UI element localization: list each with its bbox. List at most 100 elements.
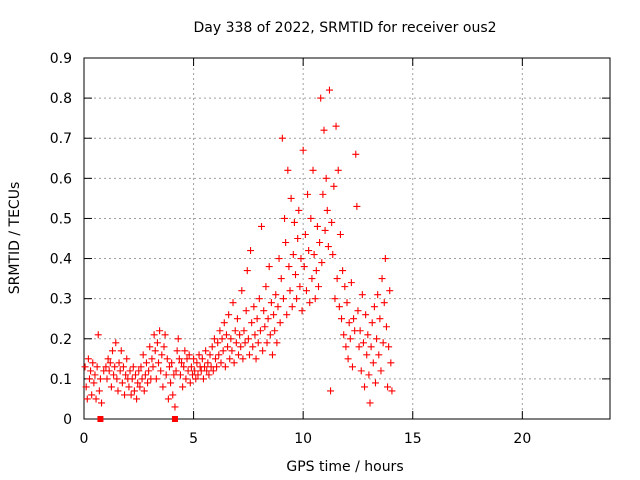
- data-point: [113, 375, 121, 383]
- data-point: [336, 230, 344, 238]
- data-point: [382, 323, 390, 331]
- data-point: [286, 287, 294, 295]
- data-point: [173, 347, 181, 355]
- data-point: [206, 351, 214, 359]
- data-point: [290, 218, 298, 226]
- data-point-baseline: [97, 416, 104, 422]
- data-point: [217, 359, 225, 367]
- data-point: [209, 367, 217, 375]
- data-point: [376, 315, 384, 323]
- y-tick-label: 0.3: [50, 292, 72, 308]
- data-point: [155, 359, 163, 367]
- data-point: [313, 222, 321, 230]
- data-point: [218, 335, 226, 343]
- data-point: [239, 355, 247, 363]
- data-point: [341, 283, 349, 291]
- data-point: [214, 339, 222, 347]
- data-point: [221, 363, 229, 371]
- data-point: [358, 291, 366, 299]
- data-point: [368, 319, 376, 327]
- data-point: [283, 311, 291, 319]
- data-point: [322, 174, 330, 182]
- data-point: [299, 146, 307, 154]
- data-point: [362, 311, 370, 319]
- data-point: [312, 267, 320, 275]
- data-point: [343, 299, 351, 307]
- data-point: [83, 395, 91, 403]
- data-point: [338, 315, 346, 323]
- data-point: [308, 275, 316, 283]
- data-point: [289, 251, 297, 259]
- data-point: [220, 319, 228, 327]
- data-point: [160, 343, 168, 351]
- y-tick-label: 0.9: [50, 51, 72, 67]
- data-point: [96, 375, 104, 383]
- data-point: [327, 387, 335, 395]
- data-point: [172, 367, 180, 375]
- y-axis-label: SRMTID / TECUs: [7, 182, 23, 295]
- data-point: [339, 267, 347, 275]
- data-point: [304, 190, 312, 198]
- data-point: [202, 347, 210, 355]
- data-point: [256, 327, 264, 335]
- data-point: [194, 371, 202, 379]
- data-point: [345, 319, 353, 327]
- data-point: [190, 355, 198, 363]
- data-point: [136, 383, 144, 391]
- data-point: [164, 395, 172, 403]
- data-point: [176, 371, 184, 379]
- data-point: [236, 331, 244, 339]
- data-point: [272, 291, 280, 299]
- data-point: [347, 279, 355, 287]
- data-point: [244, 335, 252, 343]
- data-point: [135, 367, 143, 375]
- data-point: [294, 235, 302, 242]
- data-point: [183, 355, 191, 363]
- data-point: [108, 347, 116, 355]
- data-point: [132, 371, 140, 379]
- data-point: [162, 371, 170, 379]
- data-point: [139, 351, 147, 359]
- data-point: [321, 226, 329, 234]
- data-point: [111, 363, 119, 371]
- data-point: [243, 267, 251, 275]
- data-point: [192, 375, 200, 383]
- data-point: [381, 255, 389, 263]
- data-point: [306, 299, 314, 307]
- data-point: [145, 367, 153, 375]
- y-tick-label: 0.2: [50, 332, 72, 348]
- data-point: [225, 311, 233, 319]
- data-point: [374, 291, 382, 299]
- data-point: [324, 243, 332, 251]
- data-point: [153, 339, 161, 347]
- data-point: [342, 343, 350, 351]
- data-point: [191, 367, 199, 375]
- data-point: [133, 395, 141, 403]
- data-point: [387, 359, 395, 367]
- data-point: [331, 295, 339, 303]
- data-point: [271, 327, 279, 335]
- data-point: [204, 359, 212, 367]
- data-point: [260, 307, 268, 315]
- data-point: [268, 351, 276, 359]
- data-point: [138, 375, 146, 383]
- data-point: [388, 387, 396, 395]
- chart-title: Day 338 of 2022, SRMTID for receiver ous…: [193, 20, 496, 36]
- data-point: [367, 343, 375, 351]
- data-point: [364, 331, 372, 339]
- x-tick-label: 20: [513, 431, 531, 447]
- data-point: [344, 355, 352, 363]
- data-point: [296, 283, 304, 291]
- data-point: [332, 122, 340, 130]
- data-point: [335, 303, 343, 311]
- data-point: [185, 351, 193, 359]
- data-point: [87, 367, 95, 375]
- data-point: [205, 371, 213, 379]
- data-point: [233, 315, 241, 323]
- data-point: [115, 359, 123, 367]
- x-tick-label: 0: [80, 431, 89, 447]
- data-point: [241, 339, 249, 347]
- x-tick-labels: 0 5 10 15 20: [80, 431, 532, 447]
- data-point: [285, 263, 293, 271]
- y-tick-label: 0.7: [50, 131, 72, 147]
